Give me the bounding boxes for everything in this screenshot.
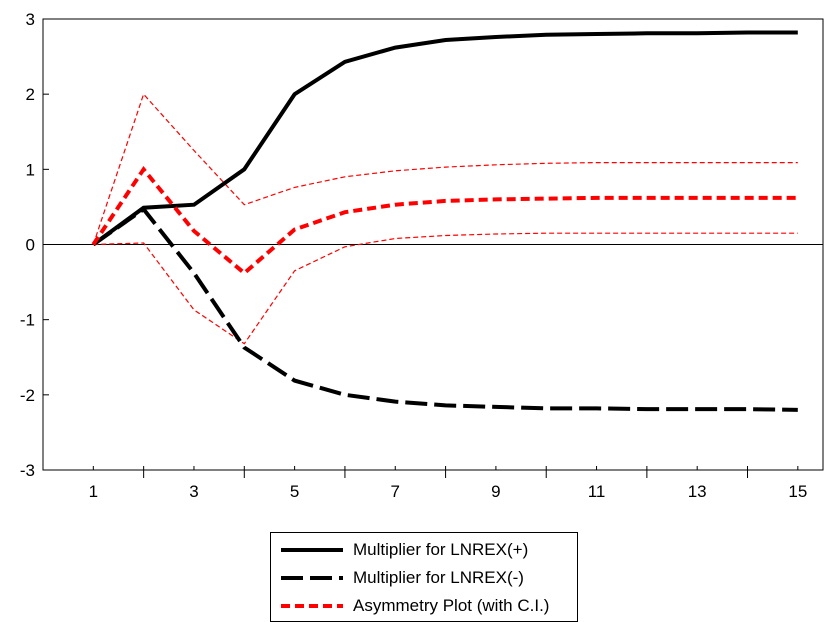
legend-item-lnrex-minus: Multiplier for LNREX(-) (281, 565, 524, 591)
legend-item-asymmetry: Asymmetry Plot (with C.I.) (281, 593, 549, 619)
x-tick-label: 11 (588, 482, 606, 501)
y-tick-label: -2 (20, 386, 35, 405)
x-tick-label: 7 (391, 482, 400, 501)
chart-legend: Multiplier for LNREX(+) Multiplier for L… (270, 532, 578, 622)
legend-item-lnrex-plus: Multiplier for LNREX(+) (281, 537, 528, 563)
x-tick-label: 3 (189, 482, 198, 501)
legend-swatch-solid (281, 548, 343, 552)
legend-label: Multiplier for LNREX(-) (353, 568, 524, 587)
y-tick-label: 1 (26, 160, 35, 179)
legend-swatch-short-dash (281, 604, 343, 608)
y-tick-label: -3 (20, 461, 35, 480)
x-tick-label: 9 (491, 482, 500, 501)
x-tick-label: 13 (688, 482, 707, 501)
series-line-0 (92, 30, 798, 247)
x-tick-label: 1 (89, 482, 98, 501)
series-line-upper-ci (92, 93, 798, 245)
y-tick-label: -1 (20, 311, 35, 330)
x-tick-label: 15 (788, 482, 807, 501)
y-tick-label: 0 (26, 236, 35, 255)
legend-label: Asymmetry Plot (with C.I.) (353, 596, 550, 615)
x-tick-label: 5 (290, 482, 299, 501)
y-tick-label: 3 (26, 10, 35, 29)
y-tick-label: 2 (26, 85, 35, 104)
chart-series (91, 30, 798, 412)
series-line-1 (92, 206, 798, 412)
series-line-lower-ci (93, 232, 798, 345)
legend-swatch-long-dash (281, 576, 343, 580)
series-line-2 (91, 165, 798, 276)
legend-label: Multiplier for LNREX(+) (353, 540, 529, 559)
